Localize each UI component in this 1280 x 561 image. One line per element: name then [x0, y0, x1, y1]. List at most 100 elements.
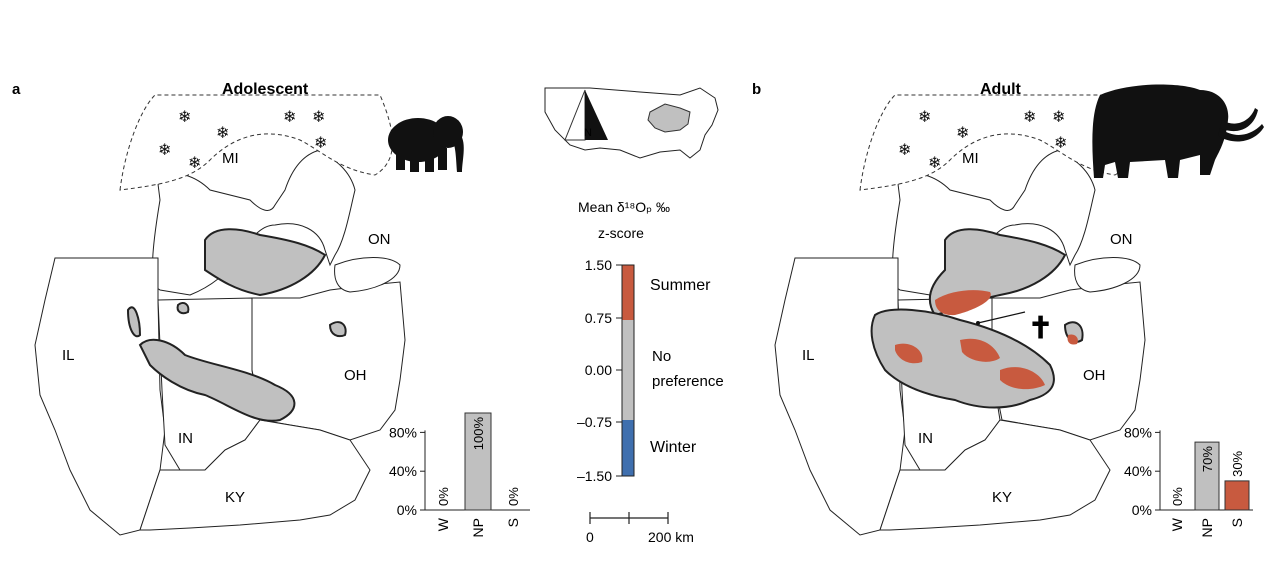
panel-a-region-north [204, 228, 327, 297]
panel-a-letter: a [12, 81, 21, 98]
bar-category-label: NP [1199, 518, 1215, 537]
bar-category-label: NP [470, 518, 486, 537]
legend-tick: 1.50 [585, 257, 612, 273]
bar-y-tick-label: 40% [1124, 463, 1152, 479]
snowflake-icon: ❄ [312, 109, 325, 126]
panel-a-label-in: IN [178, 430, 193, 447]
bar-np [464, 412, 492, 511]
legend-colorbar: 1.50 0.75 0.00 –0.75 –1.50 Summer No pre… [577, 257, 724, 484]
panel-a-label-on: ON [368, 231, 391, 248]
panel-a-base-map [34, 149, 406, 536]
bar-category-label: S [1229, 518, 1245, 527]
colorbar-no-preference [622, 320, 634, 420]
bar-y-tick-label: 40% [389, 463, 417, 479]
colorbar-summer [622, 265, 634, 320]
north-label: N [584, 127, 592, 139]
panel-b-region-south-summer-1 [960, 338, 1000, 362]
bar-value-label: 0% [506, 487, 521, 506]
snowflake-icon: ❄ [918, 109, 931, 126]
snowflake-icon: ❄ [314, 135, 327, 152]
panel-a-label-oh: OH [344, 367, 367, 384]
scale-label-end: 200 km [648, 529, 694, 545]
panel-b-ice-sheet [859, 94, 1133, 191]
panel-a-illinois-shape [34, 257, 166, 536]
mammoth-silhouette-icon [1092, 84, 1264, 178]
bar-np [1194, 441, 1220, 511]
panel-b-region-north-summer [935, 290, 991, 316]
panel-a-region-west [126, 306, 142, 338]
bar-category-label: W [1169, 517, 1185, 531]
snowflake-icon: ❄ [1054, 135, 1067, 152]
bar-y-tick-label: 80% [1124, 424, 1152, 440]
snowflake-icon: ❄ [178, 109, 191, 126]
bar-category-label: S [505, 518, 521, 527]
legend-summer: Summer [650, 277, 711, 294]
legend-tick: 0.75 [585, 310, 612, 326]
snowflake-icon: ❄ [928, 155, 941, 172]
elephant-silhouette-icon [388, 116, 464, 172]
snowflake-icon: ❄ [1023, 109, 1036, 126]
panel-b-label-il: IL [802, 347, 815, 364]
panel-a-isoscape-regions [126, 228, 347, 422]
panel-a-label-mi: MI [222, 150, 239, 167]
bar-value-label: 70% [1200, 446, 1215, 472]
legend-preference: preference [652, 373, 724, 390]
panel-b-label-on: ON [1110, 231, 1133, 248]
panel-a-label-ky: KY [225, 489, 245, 506]
panel-a-bar-chart: 80% 40% 0% 0% W 100% NP 0% S [389, 412, 530, 537]
panel-b-pointer-line [977, 311, 1026, 324]
center-legend: N Mean δ¹⁸Oₚ ‰ z-score 1.50 0.75 0.00 –0… [544, 87, 724, 545]
panel-a-snowflake-icons: ❄ ❄ ❄ ❄ ❄ ❄ ❄ [158, 109, 327, 172]
legend-no: No [652, 348, 671, 365]
scale-label-start: 0 [586, 529, 594, 545]
scale-bar [589, 512, 669, 524]
panel-b-snowflake-icons: ❄ ❄ ❄ ❄ ❄ ❄ ❄ [898, 109, 1067, 172]
panel-a-kentucky-shape [139, 419, 371, 531]
legend-title-line2: z-score [598, 225, 644, 241]
legend-title-line1: Mean δ¹⁸Oₚ ‰ [578, 199, 670, 215]
panel-b-label-ky: KY [992, 489, 1012, 506]
panel-a-ontario-shape [334, 257, 401, 293]
snowflake-icon: ❄ [216, 125, 229, 142]
panel-b-title: Adult [980, 81, 1022, 98]
panel-b-pointer-dot [976, 321, 980, 325]
bar-y-tick-label: 0% [1132, 502, 1152, 518]
panel-a-region-east [328, 321, 347, 338]
panel-b-region-south-summer-3 [895, 343, 923, 364]
bar-value-label: 0% [1170, 487, 1185, 506]
panel-b-label-in: IN [918, 430, 933, 447]
panel-b-label-mi: MI [962, 150, 979, 167]
north-arrow-right [585, 90, 608, 140]
us-inset-map: N [544, 87, 719, 159]
legend-tick: –0.75 [577, 414, 612, 430]
panel-b-kentucky-shape [879, 419, 1111, 531]
bar-y-tick-label: 80% [389, 424, 417, 440]
panel-b-region-south-summer-2 [1000, 367, 1045, 390]
panel-a-title: Adolescent [222, 81, 309, 98]
panel-a-label-il: IL [62, 347, 75, 364]
snowflake-icon: ❄ [956, 125, 969, 142]
panel-b-isoscape-regions [870, 228, 1084, 409]
bar-value-label: 100% [471, 417, 486, 451]
bar-category-label: W [435, 517, 451, 531]
bar-y-tick-label: 0% [397, 502, 417, 518]
panel-a-region-south [138, 338, 296, 422]
snowflake-icon: ❄ [283, 109, 296, 126]
us-outline [544, 87, 719, 159]
panel-a-ice-sheet [119, 94, 393, 191]
snowflake-icon: ❄ [158, 142, 171, 159]
death-marker-icon: ✝ [1028, 312, 1053, 345]
colorbar-winter [622, 420, 634, 476]
panel-b-letter: b [752, 81, 761, 98]
legend-winter: Winter [650, 439, 697, 456]
panel-b-ontario-shape [1074, 257, 1141, 293]
bar-s [1224, 480, 1250, 511]
panel-a: a Adolescent ❄ [12, 81, 530, 537]
bar-value-label: 0% [436, 487, 451, 506]
panel-b-bar-chart: 80% 40% 0% 0% W 70% NP 30% S [1124, 424, 1253, 537]
panel-b: b Adult ✝ ❄ ❄ ❄ ❄ ❄ [752, 81, 1264, 537]
panel-a-region-dot [176, 302, 190, 315]
snowflake-icon: ❄ [1052, 109, 1065, 126]
panel-b-region-east-summer [1067, 334, 1078, 345]
